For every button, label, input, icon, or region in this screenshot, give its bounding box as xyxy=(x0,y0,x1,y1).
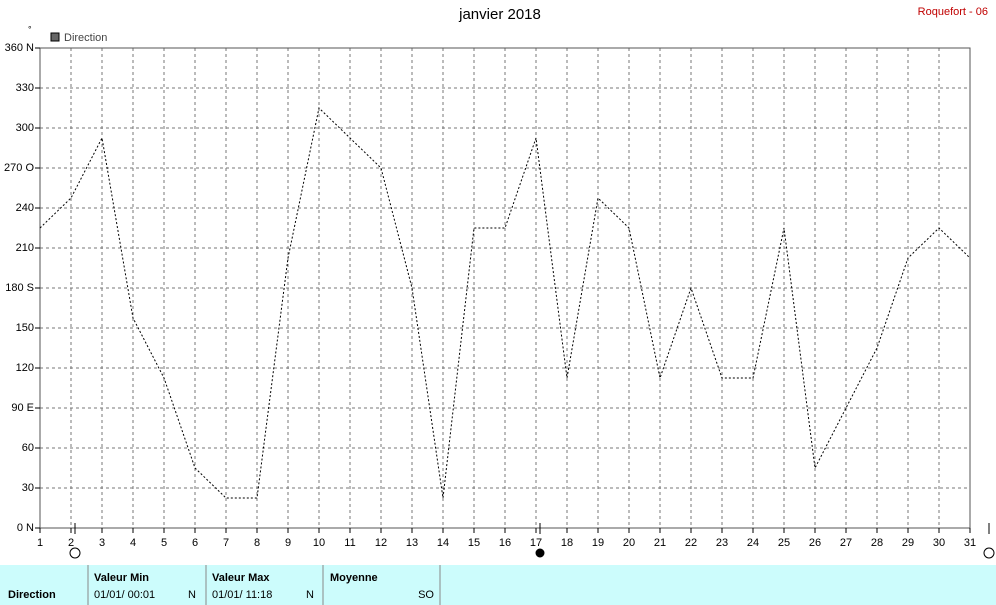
legend-label: Direction xyxy=(64,32,107,44)
x-tick-label: 14 xyxy=(437,537,449,549)
x-tick-label: 13 xyxy=(406,537,418,549)
max-header: Valeur Max xyxy=(212,572,270,584)
moon-icons xyxy=(69,523,995,559)
x-tick-label: 11 xyxy=(344,537,355,549)
y-tick-label: 330 xyxy=(16,82,34,94)
min-time: 01/01/ 00:01 xyxy=(94,589,155,601)
x-tick-label: 21 xyxy=(654,537,666,549)
max-value: N xyxy=(306,589,314,601)
max-time: 01/01/ 11:18 xyxy=(212,589,272,601)
x-tick-label: 29 xyxy=(902,537,914,549)
x-tick-label: 15 xyxy=(468,537,480,549)
x-tick-label: 17 xyxy=(530,537,542,549)
x-tick-label: 1 xyxy=(37,537,43,549)
mean-value: SO xyxy=(418,589,434,601)
y-tick-label: 240 xyxy=(16,202,34,214)
y-tick-label: 180 S xyxy=(5,282,34,294)
x-tick-label: 5 xyxy=(161,537,167,549)
x-tick-label: 8 xyxy=(254,537,260,549)
y-tick-label: 210 xyxy=(16,242,34,254)
x-tick-label: 31 xyxy=(964,537,976,549)
x-tick-label: 9 xyxy=(285,537,291,549)
x-tick-label: 30 xyxy=(933,537,945,549)
y-tick-label: 270 O xyxy=(4,162,34,174)
x-tick-label: 6 xyxy=(192,537,198,549)
y-tick-label: 30 xyxy=(22,482,34,494)
data-line xyxy=(39,107,971,499)
station: Roquefort - 06 xyxy=(918,6,988,18)
x-tick-label: 10 xyxy=(313,537,325,549)
x-tick-label: 18 xyxy=(561,537,573,549)
y-tick-label: 120 xyxy=(16,362,34,374)
unit: ° xyxy=(28,24,32,34)
x-tick-label: 7 xyxy=(223,537,229,549)
mean-header: Moyenne xyxy=(330,572,378,584)
x-tick-label: 23 xyxy=(716,537,728,549)
x-tick-label: 22 xyxy=(685,537,697,549)
x-tick-label: 20 xyxy=(623,537,635,549)
row-label: Direction xyxy=(8,589,56,601)
x-tick-label: 16 xyxy=(499,537,511,549)
x-tick-label: 26 xyxy=(809,537,821,549)
x-tick-label: 4 xyxy=(130,537,136,549)
y-tick-label: 0 N xyxy=(17,522,34,534)
y-tick-label: 360 N xyxy=(5,42,34,54)
y-tick-label: 300 xyxy=(16,122,34,134)
x-tick-label: 27 xyxy=(840,537,852,549)
min-value: N xyxy=(188,589,196,601)
x-tick-label: 25 xyxy=(778,537,790,549)
chart-title: janvier 2018 xyxy=(458,6,541,23)
x-tick-label: 2 xyxy=(68,537,74,549)
x-tick-label: 12 xyxy=(375,537,387,549)
x-tick-label: 3 xyxy=(99,537,105,549)
legend-swatch xyxy=(50,32,60,42)
y-tick-label: 90 E xyxy=(11,402,34,414)
y-tick-label: 150 xyxy=(16,322,34,334)
summary-table: Direction Valeur Min 01/01/ 00:01 N Vale… xyxy=(0,565,996,605)
x-tick-label: 28 xyxy=(871,537,883,549)
x-tick-label: 19 xyxy=(592,537,604,549)
y-tick-label: 60 xyxy=(22,442,34,454)
x-tick-label: 24 xyxy=(747,537,759,549)
min-header: Valeur Min xyxy=(94,572,149,584)
